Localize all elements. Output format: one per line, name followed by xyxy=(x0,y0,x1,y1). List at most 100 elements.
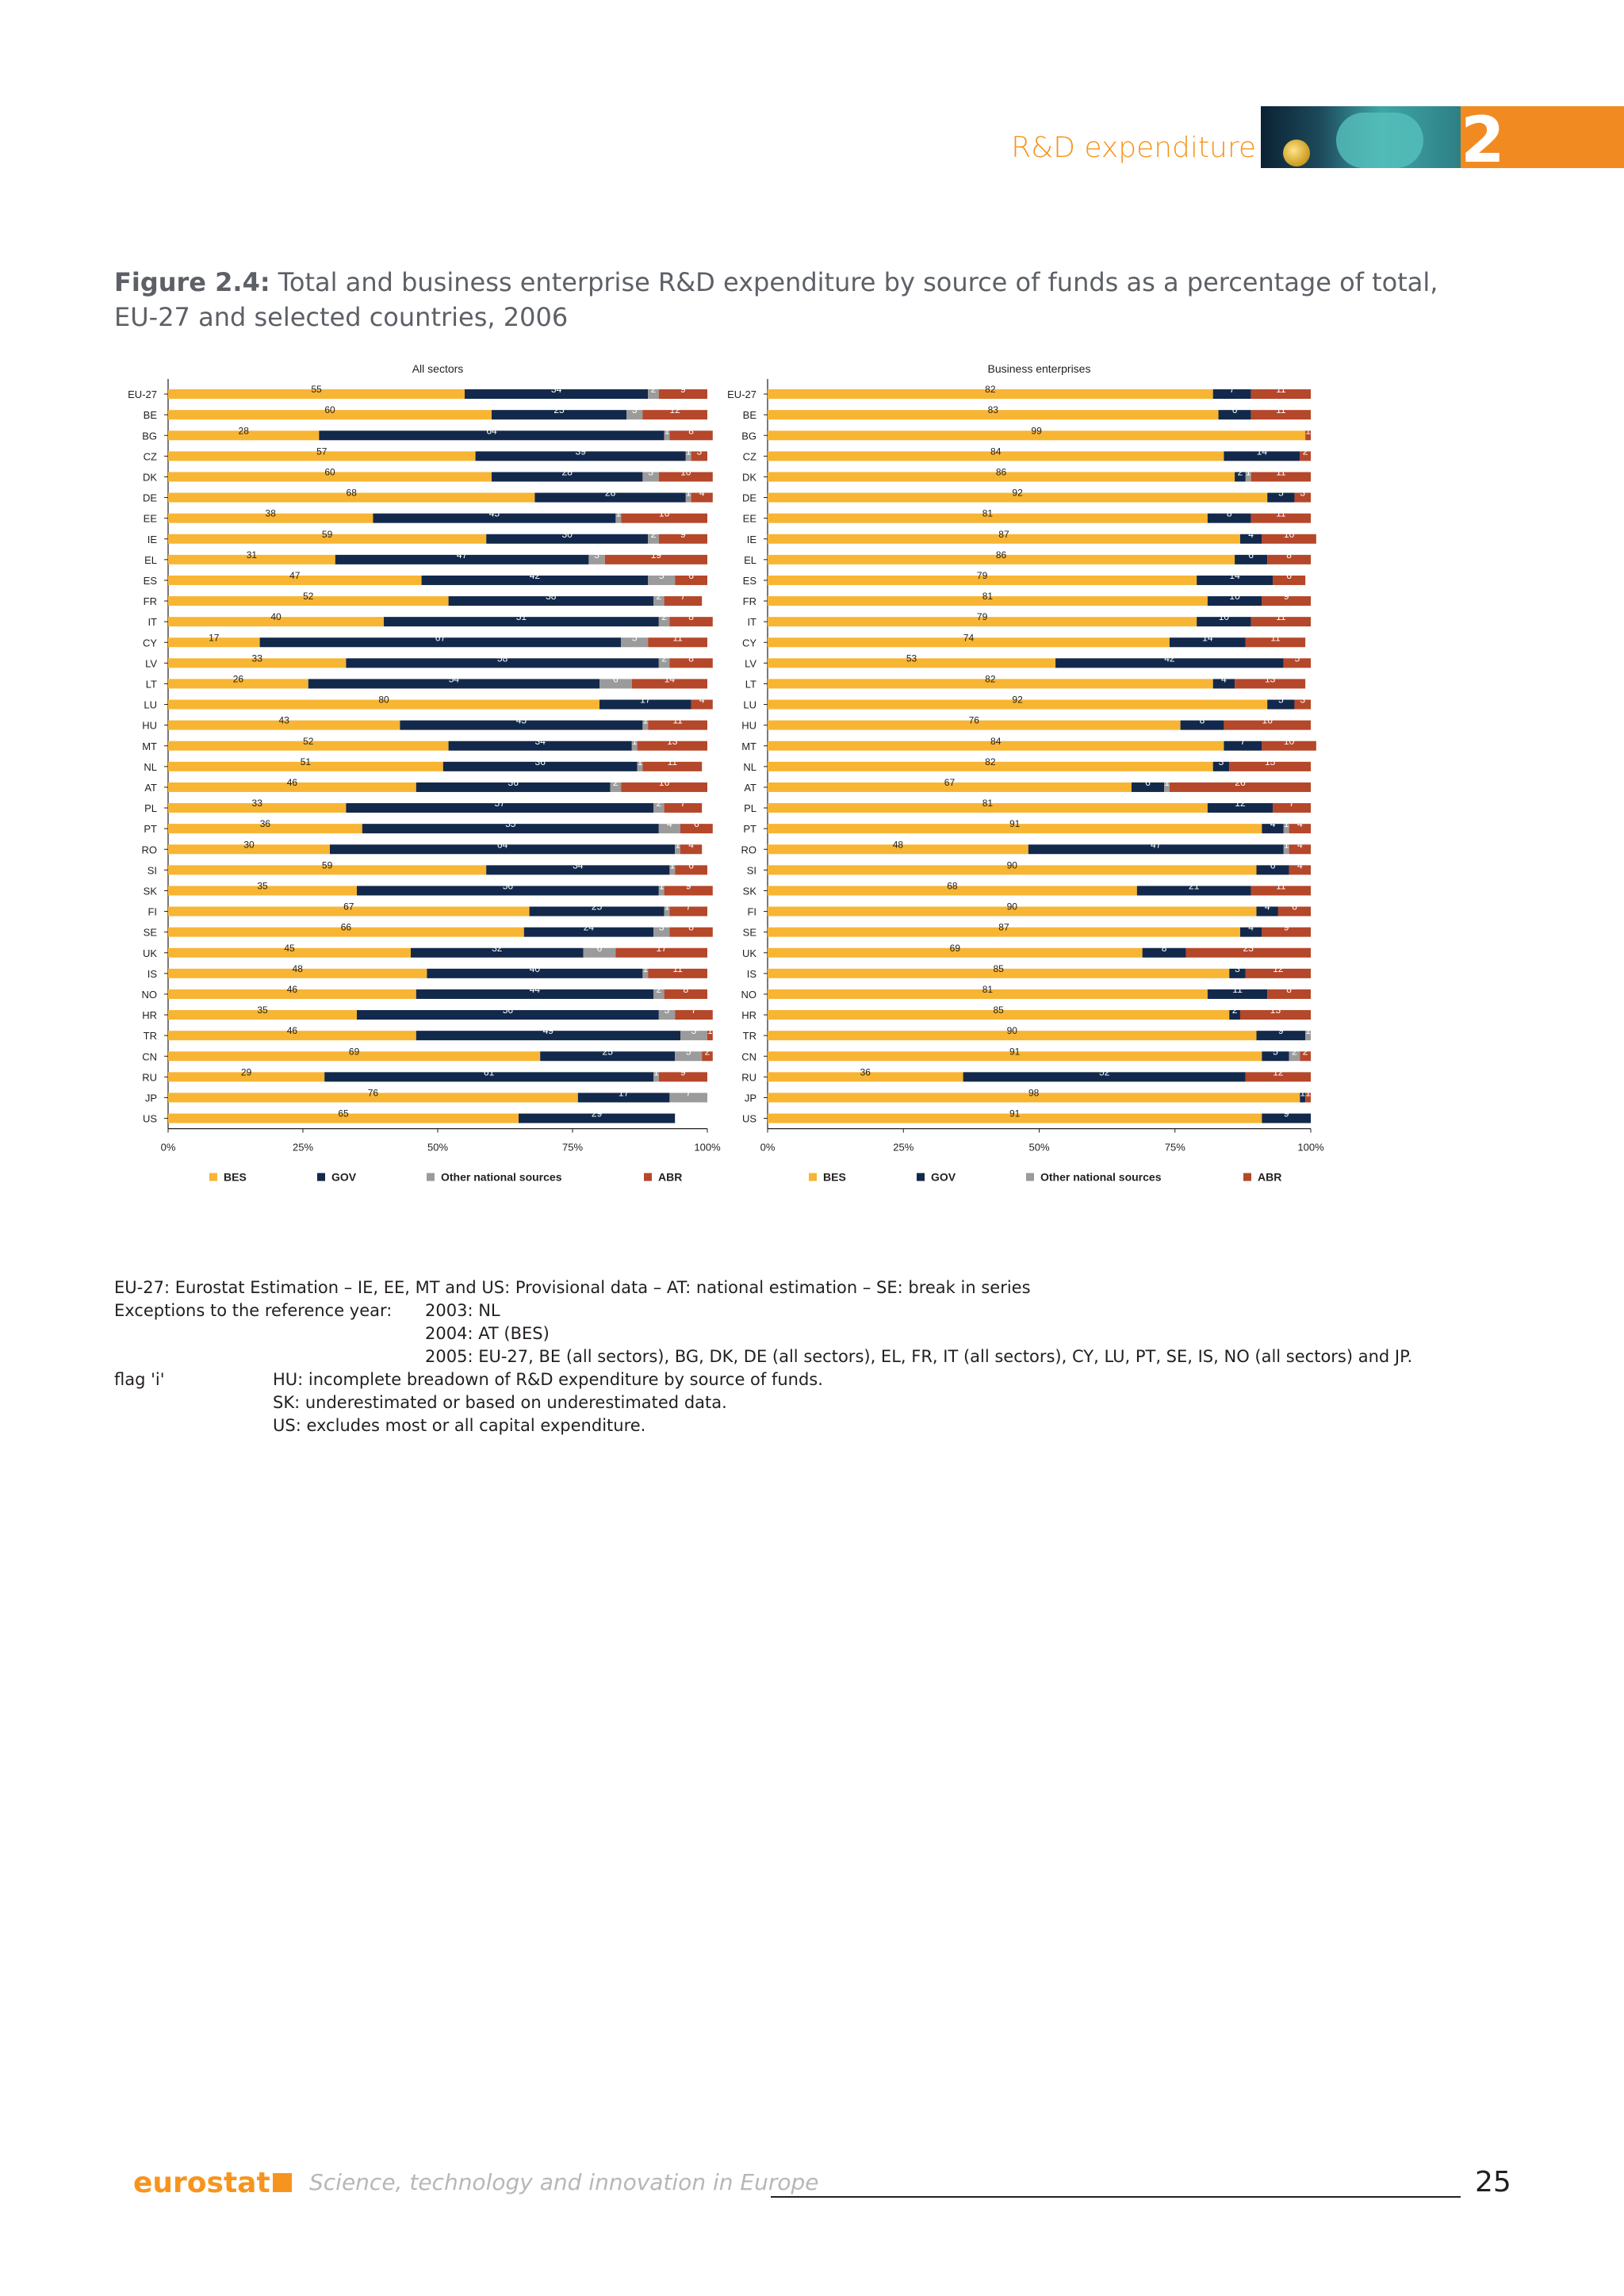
data-label: 81 xyxy=(982,798,994,809)
data-label: 32 xyxy=(492,943,503,954)
bar-segment xyxy=(658,1010,676,1020)
data-label: 64 xyxy=(497,839,508,850)
data-label: 6 xyxy=(1292,901,1297,913)
category-label: FR xyxy=(743,595,756,607)
data-label: 57 xyxy=(316,446,327,457)
data-label: 87 xyxy=(998,922,1009,933)
data-label: 84 xyxy=(990,446,1002,457)
bar-segment xyxy=(1212,761,1230,771)
data-label: 4 xyxy=(1221,673,1227,684)
data-label: 1 xyxy=(1284,818,1289,829)
bar-segment xyxy=(486,865,670,875)
data-label: 26 xyxy=(233,673,244,684)
data-label: 1 xyxy=(659,880,665,891)
bar-segment xyxy=(768,451,1224,461)
x-tick-label: 50% xyxy=(1028,1142,1049,1154)
data-label: 34 xyxy=(535,736,546,747)
data-label: 2 xyxy=(1303,1046,1308,1057)
bar-segment xyxy=(768,637,1170,648)
bar-segment xyxy=(1207,803,1274,813)
data-label: 14 xyxy=(665,673,676,684)
data-label: 25 xyxy=(603,1046,614,1057)
bar-segment xyxy=(653,1072,659,1082)
category-label: CZ xyxy=(144,450,157,462)
data-label: 69 xyxy=(349,1046,360,1057)
bar-segment xyxy=(702,1051,713,1062)
bar-segment xyxy=(1136,886,1251,896)
bar-segment xyxy=(416,782,611,792)
bar-segment xyxy=(168,430,320,441)
x-tick-label: 75% xyxy=(562,1142,583,1154)
data-label: 85 xyxy=(993,1004,1004,1016)
category-label: IS xyxy=(147,968,158,980)
bar-segment xyxy=(400,720,643,730)
data-label: 5 xyxy=(1295,652,1300,664)
bar-segment xyxy=(1245,1072,1311,1082)
bar-segment xyxy=(1251,410,1311,420)
data-label: 8 xyxy=(688,652,694,664)
category-label: EU-27 xyxy=(727,388,756,400)
bar-segment xyxy=(648,389,659,400)
bar-segment xyxy=(346,658,659,668)
legend-swatch xyxy=(917,1173,925,1181)
data-label: 3 xyxy=(632,404,638,415)
bar-segment xyxy=(631,679,707,689)
data-label: 1 xyxy=(1246,466,1251,477)
data-label: 45 xyxy=(284,943,295,954)
bar-segment xyxy=(658,534,707,544)
bar-segment xyxy=(637,761,643,771)
data-label: 9 xyxy=(680,1066,686,1077)
bar-segment xyxy=(768,389,1213,400)
category-label: PT xyxy=(743,823,756,835)
data-label: 1 xyxy=(686,446,691,457)
data-label: 1 xyxy=(669,859,675,871)
data-label: 5 xyxy=(1273,1046,1278,1057)
bar-segment xyxy=(168,513,373,523)
bar-segment xyxy=(319,430,665,441)
bar-segment xyxy=(653,596,665,607)
category-label: DK xyxy=(742,471,756,483)
data-label: 2 xyxy=(651,384,657,395)
x-tick-label: 25% xyxy=(893,1142,914,1154)
data-label: 55 xyxy=(505,818,516,829)
data-label: 7 xyxy=(1289,798,1295,809)
bar-segment xyxy=(1283,658,1311,668)
bar-segment xyxy=(626,410,643,420)
bar-segment xyxy=(168,554,335,564)
data-label: 21 xyxy=(1189,880,1200,891)
data-label: 38 xyxy=(266,508,277,519)
bar-segment xyxy=(373,513,616,523)
data-label: 2 xyxy=(1292,1046,1297,1057)
bar-segment xyxy=(1169,782,1311,792)
bar-segment xyxy=(642,761,703,771)
bar-segment xyxy=(610,782,622,792)
category-label: EL xyxy=(144,554,157,566)
data-label: 79 xyxy=(977,570,988,581)
bar-segment xyxy=(658,824,680,834)
bar-segment xyxy=(768,782,1132,792)
data-label: 2 xyxy=(661,652,667,664)
bar-segment xyxy=(1289,844,1311,855)
bar-segment xyxy=(669,906,707,916)
data-label: 17 xyxy=(619,1087,630,1098)
bar-segment xyxy=(669,865,676,875)
category-label: AT xyxy=(144,782,157,794)
data-label: 82 xyxy=(985,384,996,395)
category-label: IT xyxy=(147,616,157,628)
data-label: 67 xyxy=(343,901,354,913)
bar-segment xyxy=(648,575,676,585)
data-label: 45 xyxy=(489,508,500,519)
data-label: 33 xyxy=(252,798,263,809)
category-label: MT xyxy=(741,740,756,752)
data-label: 2 xyxy=(661,611,667,622)
bar-segment xyxy=(168,824,362,834)
data-label: 2 xyxy=(656,591,661,602)
data-label: 7 xyxy=(691,1004,697,1016)
bar-segment xyxy=(675,1010,713,1020)
category-label: LV xyxy=(145,657,157,669)
data-label: 1 xyxy=(632,736,638,747)
data-label: 8 xyxy=(688,425,694,436)
bar-segment xyxy=(768,699,1268,710)
data-label: 26 xyxy=(1235,777,1246,788)
data-label: 36 xyxy=(860,1066,871,1077)
